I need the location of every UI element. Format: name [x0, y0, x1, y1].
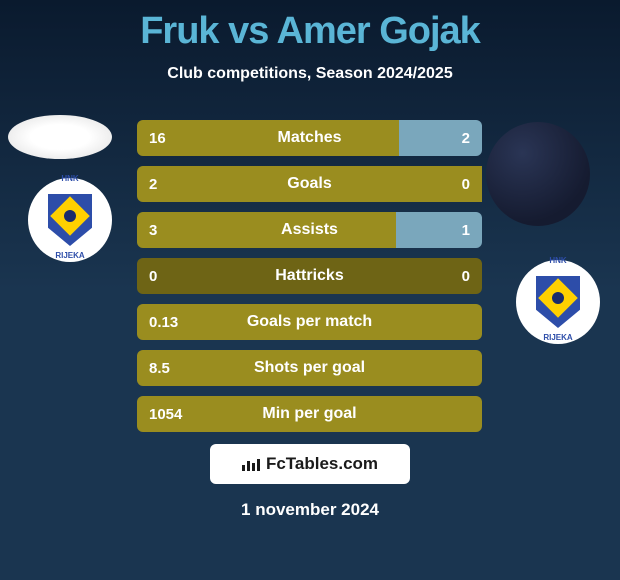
stat-value-left: 3 [149, 212, 157, 248]
page-title: Fruk vs Amer Gojak [0, 0, 620, 53]
stat-label: Shots per goal [137, 350, 482, 386]
footer-date: 1 november 2024 [0, 500, 620, 520]
club-badge-left: HNK RIJEKA [28, 178, 112, 262]
footer-brand-text: FcTables.com [266, 454, 378, 474]
badge-text-bottom: RIJEKA [28, 251, 112, 260]
stat-label: Assists [137, 212, 482, 248]
badge-text-top: HNK [28, 174, 112, 183]
stat-row: Assists3 1 [137, 212, 482, 248]
stat-row: Hattricks0 0 [137, 258, 482, 294]
stat-value-right: 1 [462, 212, 470, 248]
chart-icon [242, 457, 260, 471]
shield-icon [48, 194, 92, 246]
stat-value-right: 0 [462, 166, 470, 202]
stat-value-right: 0 [462, 258, 470, 294]
player-left-avatar [8, 115, 112, 159]
stat-value-left: 0.13 [149, 304, 178, 340]
stat-value-left: 1054 [149, 396, 182, 432]
shield-icon [536, 276, 580, 328]
stat-row: Min per goal1054 [137, 396, 482, 432]
stat-row: Goals2 0 [137, 166, 482, 202]
footer-brand: FcTables.com [210, 444, 410, 484]
stat-row: Goals per match0.13 [137, 304, 482, 340]
club-badge-right: HNK RIJEKA [516, 260, 600, 344]
page-subtitle: Club competitions, Season 2024/2025 [0, 65, 620, 83]
stat-label: Hattricks [137, 258, 482, 294]
badge-text-top: HNK [516, 256, 600, 265]
stat-value-left: 16 [149, 120, 166, 156]
stat-row: Matches16 2 [137, 120, 482, 156]
stat-value-left: 0 [149, 258, 157, 294]
player-right-avatar [486, 122, 590, 226]
stats-container: Matches162Goals20Assists31Hattricks00Goa… [137, 120, 482, 442]
stat-value-right: 2 [462, 120, 470, 156]
stat-row: Shots per goal8.5 [137, 350, 482, 386]
stat-value-left: 2 [149, 166, 157, 202]
stat-label: Goals [137, 166, 482, 202]
stat-label: Min per goal [137, 396, 482, 432]
stat-value-left: 8.5 [149, 350, 170, 386]
badge-text-bottom: RIJEKA [516, 333, 600, 342]
stat-label: Matches [137, 120, 482, 156]
stat-label: Goals per match [137, 304, 482, 340]
